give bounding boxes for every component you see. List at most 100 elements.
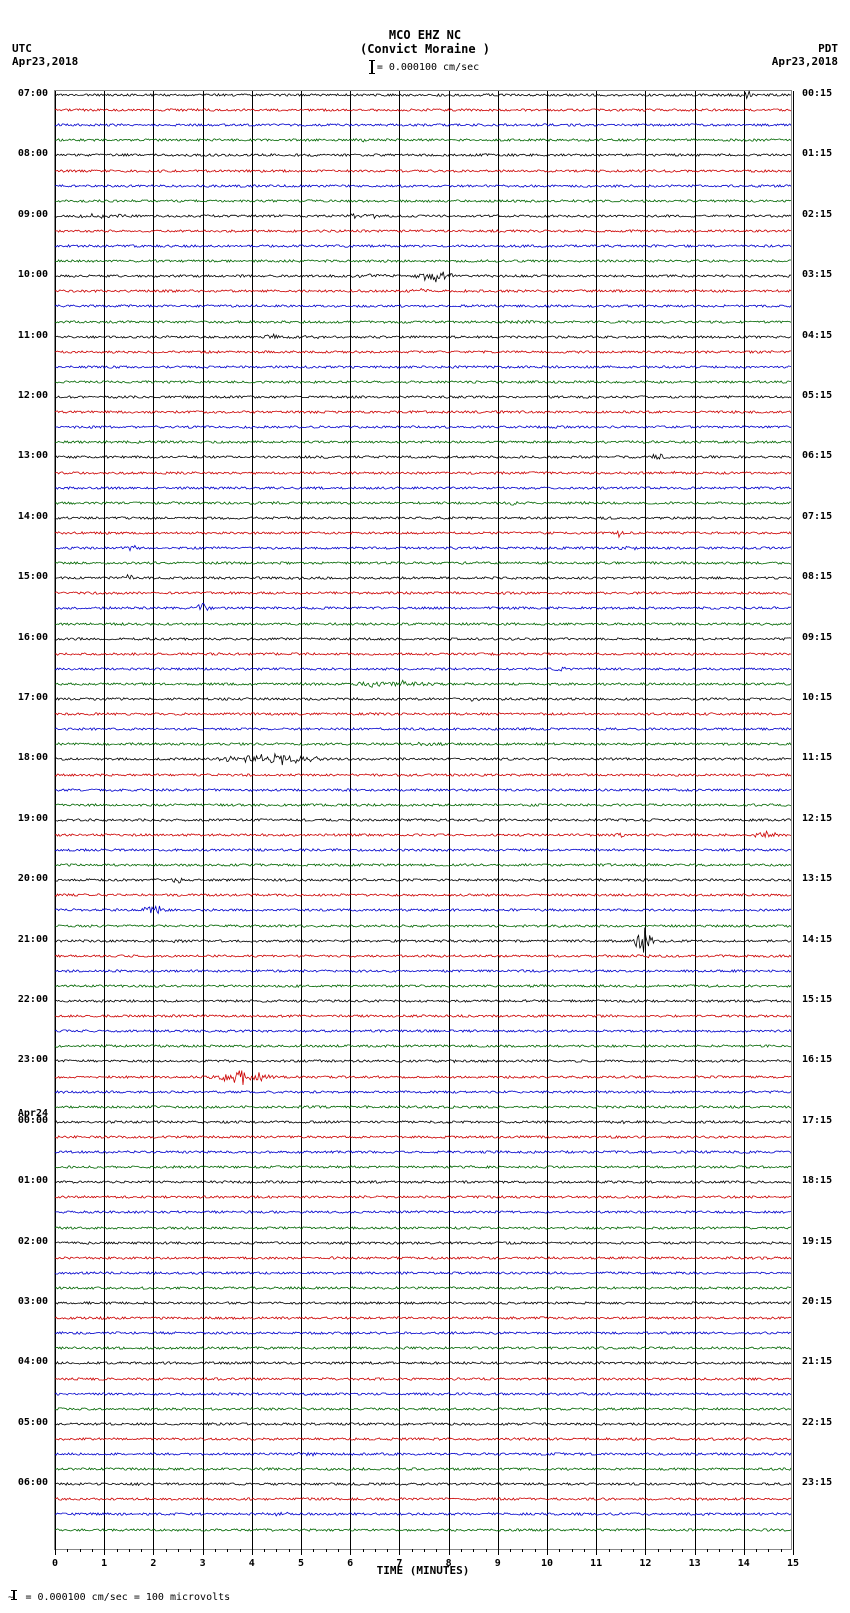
xtick-minor xyxy=(658,1549,659,1552)
seismic-trace xyxy=(55,994,791,1008)
seismic-trace xyxy=(55,1100,791,1114)
seismic-trace xyxy=(55,1039,791,1053)
seismic-trace xyxy=(55,1477,791,1491)
hour-label: 12:15 xyxy=(802,813,832,824)
tz-right-block: PDT Apr23,2018 xyxy=(772,42,838,68)
hour-label: 23:15 xyxy=(802,1477,832,1488)
hour-label: 21:00 xyxy=(18,934,48,945)
seismic-trace xyxy=(55,1236,791,1250)
seismic-trace xyxy=(55,435,791,449)
xtick-minor xyxy=(141,1549,142,1552)
x-axis-label: TIME (MINUTES) xyxy=(55,1564,791,1577)
seismic-trace xyxy=(55,1296,791,1310)
seismic-trace xyxy=(55,345,791,359)
seismic-trace xyxy=(55,1205,791,1219)
hour-label: 21:15 xyxy=(802,1356,832,1367)
xtick-minor xyxy=(67,1549,68,1552)
seismic-trace xyxy=(55,526,791,540)
xtick-label: 8 xyxy=(446,1558,452,1569)
seismic-trace xyxy=(55,677,791,691)
hour-label: 10:15 xyxy=(802,692,832,703)
hour-label: 11:15 xyxy=(802,752,832,763)
seismic-trace xyxy=(55,1009,791,1023)
xtick-minor xyxy=(732,1549,733,1552)
xtick-minor xyxy=(473,1549,474,1552)
seismic-trace xyxy=(55,103,791,117)
xtick-minor xyxy=(559,1549,560,1552)
xtick-label: 7 xyxy=(396,1558,402,1569)
tz-left-block: UTC Apr23,2018 xyxy=(12,42,78,68)
seismic-trace xyxy=(55,798,791,812)
hour-label: 07:00 xyxy=(18,88,48,99)
seismic-trace xyxy=(55,315,791,329)
seismic-trace xyxy=(55,617,791,631)
xtick-minor xyxy=(338,1549,339,1552)
seismic-trace xyxy=(55,843,791,857)
hour-label: 14:00 xyxy=(18,511,48,522)
xtick-minor xyxy=(670,1549,671,1552)
hour-label: 02:15 xyxy=(802,209,832,220)
seismic-trace xyxy=(55,1432,791,1446)
seismic-trace xyxy=(55,496,791,510)
footer-scale-bar-icon xyxy=(13,1590,15,1600)
seismic-trace xyxy=(55,239,791,253)
xtick-label: 4 xyxy=(249,1558,255,1569)
hour-label: 09:00 xyxy=(18,209,48,220)
xtick-minor xyxy=(190,1549,191,1552)
seismic-trace xyxy=(55,194,791,208)
seismic-trace xyxy=(55,601,791,615)
seismic-trace xyxy=(55,1523,791,1537)
seismic-trace xyxy=(55,1326,791,1340)
seismic-trace xyxy=(55,1372,791,1386)
seismic-trace xyxy=(55,1417,791,1431)
hour-label: 05:15 xyxy=(802,390,832,401)
seismic-trace xyxy=(55,360,791,374)
xtick-minor xyxy=(92,1549,93,1552)
footer-scale-text: = 0.000100 cm/sec = 100 microvolts xyxy=(25,1592,230,1603)
hour-label: 15:15 xyxy=(802,994,832,1005)
hour-label: 23:00 xyxy=(18,1054,48,1065)
xtick-minor xyxy=(707,1549,708,1552)
seismic-trace xyxy=(55,1507,791,1521)
xtick-minor xyxy=(584,1549,585,1552)
xtick-minor xyxy=(215,1549,216,1552)
hour-label: 13:15 xyxy=(802,873,832,884)
hour-label: 17:15 xyxy=(802,1115,832,1126)
xtick-minor xyxy=(276,1549,277,1552)
xtick-label: 9 xyxy=(495,1558,501,1569)
xtick-minor xyxy=(621,1549,622,1552)
seismic-trace xyxy=(55,284,791,298)
seismic-trace xyxy=(55,737,791,751)
hour-label: 06:15 xyxy=(802,450,832,461)
seismic-trace xyxy=(55,1175,791,1189)
seismic-trace xyxy=(55,888,791,902)
tz-right-date: Apr23,2018 xyxy=(772,55,838,68)
seismic-trace xyxy=(55,722,791,736)
seismic-trace xyxy=(55,1341,791,1355)
seismic-trace xyxy=(55,692,791,706)
hour-label: 22:15 xyxy=(802,1417,832,1428)
hour-label: 22:00 xyxy=(18,994,48,1005)
seismic-trace xyxy=(55,1462,791,1476)
seismic-trace xyxy=(55,783,791,797)
seismic-trace xyxy=(55,707,791,721)
seismic-trace xyxy=(55,1115,791,1129)
xtick-minor xyxy=(313,1549,314,1552)
seismic-trace xyxy=(55,768,791,782)
xtick-minor xyxy=(412,1549,413,1552)
seismic-trace xyxy=(55,148,791,162)
xtick-minor xyxy=(363,1549,364,1552)
hour-label: 00:15 xyxy=(802,88,832,99)
hour-label: 18:15 xyxy=(802,1175,832,1186)
xtick-label: 3 xyxy=(200,1558,206,1569)
xtick-minor xyxy=(682,1549,683,1552)
xtick-minor xyxy=(572,1549,573,1552)
seismic-trace xyxy=(55,450,791,464)
hour-label: 01:15 xyxy=(802,148,832,159)
xtick-minor xyxy=(326,1549,327,1552)
hour-label: 12:00 xyxy=(18,390,48,401)
hour-label: 14:15 xyxy=(802,934,832,945)
seismic-trace xyxy=(55,903,791,917)
tz-left-name: UTC xyxy=(12,42,78,55)
xtick-minor xyxy=(289,1549,290,1552)
